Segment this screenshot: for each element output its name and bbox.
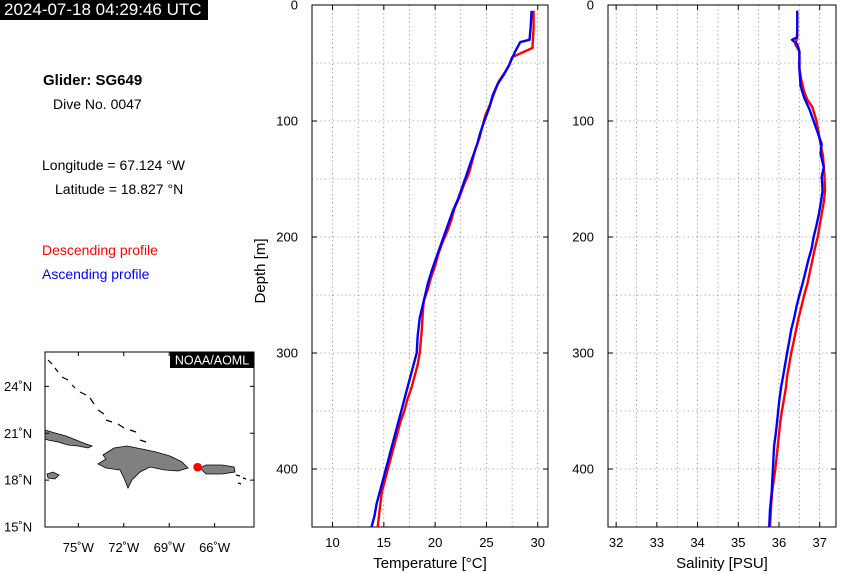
- salinity-xtick-label: 34: [690, 535, 704, 550]
- jamaica-landmass: [46, 471, 60, 480]
- temperature-xtick-label: 20: [428, 535, 442, 550]
- map-ticks: 24˚N 21˚N 18˚N 15˚N 75˚W 72˚W 69˚W 66˚W: [4, 352, 254, 555]
- latitude-readout: Latitude = 18.827 °N: [55, 181, 184, 197]
- cuba-landmass: [44, 429, 94, 449]
- map-lon-label: 66˚W: [199, 540, 231, 555]
- temperature-chart: 0 100 200 300 400 10 15 20 25 30 Temperature [°C] D…: [252, 0, 549, 572]
- glider-title: Glider: SG649: [43, 72, 143, 89]
- temperature-xtick-label: 30: [531, 535, 545, 550]
- temperature-xlabel: Temperature [°C]: [373, 555, 487, 572]
- temperature-xtick-label: 25: [479, 535, 493, 550]
- map-lat-label: 24˚N: [4, 379, 32, 394]
- temperature-ytick-label: 0: [291, 0, 298, 13]
- map-lon-label: 72˚W: [108, 540, 140, 555]
- salinity-xlabel: Salinity [PSU]: [676, 555, 768, 572]
- map-lon-label: 75˚W: [63, 540, 95, 555]
- temperature-xtick-label: 15: [377, 535, 391, 550]
- longitude-readout: Longitude = 67.124 °W: [42, 157, 185, 173]
- salinity-ytick-label: 100: [572, 114, 594, 129]
- hispaniola-landmass: [97, 445, 189, 489]
- temperature-ytick-label: 200: [276, 230, 298, 245]
- legend-descending: Descending profile: [42, 242, 158, 258]
- map-lat-label: 15˚N: [4, 520, 32, 535]
- small-islands: [47, 359, 247, 485]
- temperature-xtick-label: 10: [325, 535, 339, 550]
- salinity-frame: [607, 4, 837, 528]
- map-lon-label: 69˚W: [154, 540, 186, 555]
- salinity-xtick-label: 36: [772, 535, 786, 550]
- salinity-chart: 0 100 200 300 400 32 33 34 35 36 37 Salinity [PSU]: [572, 0, 837, 572]
- temperature-ytick-label: 400: [276, 462, 298, 477]
- map-credit-badge-bg: [170, 352, 254, 368]
- salinity-ytick-label: 0: [587, 0, 594, 13]
- salinity-ytick-label: 300: [572, 346, 594, 361]
- salinity-series-ascending: [768, 10, 825, 528]
- map-lat-label: 18˚N: [4, 473, 32, 488]
- location-map: NOAA/AOML 24˚N 21˚N 18˚N 15˚N 75˚W 72˚W 69˚W 66…: [4, 351, 255, 555]
- temperature-ytick-label: 300: [276, 346, 298, 361]
- temperature-ylabel: Depth [m]: [252, 238, 269, 303]
- salinity-xtick-label: 37: [812, 535, 826, 550]
- temperature-grid: [312, 4, 548, 528]
- map-credit-badge: NOAA/AOML: [175, 354, 249, 368]
- salinity-ytick-label: 400: [572, 462, 594, 477]
- temperature-frame: [311, 4, 549, 528]
- temperature-series-ascending: [370, 10, 533, 528]
- salinity-series-descending: [768, 10, 827, 528]
- puerto-rico-landmass: [199, 464, 236, 475]
- temperature-series-descending: [376, 10, 535, 528]
- timestamp-banner: 2024-07-18 04:29:46 UTC: [0, 0, 208, 20]
- map-lat-label: 21˚N: [4, 426, 32, 441]
- salinity-xtick-label: 35: [731, 535, 745, 550]
- salinity-xtick-label: 32: [609, 535, 623, 550]
- salinity-ytick-label: 200: [572, 230, 594, 245]
- legend-ascending: Ascending profile: [42, 266, 150, 282]
- dive-number: Dive No. 0047: [53, 96, 142, 112]
- glider-position-marker: [193, 462, 202, 472]
- map-frame: [44, 351, 255, 528]
- salinity-xtick-label: 33: [650, 535, 664, 550]
- temperature-ytick-label: 100: [276, 114, 298, 129]
